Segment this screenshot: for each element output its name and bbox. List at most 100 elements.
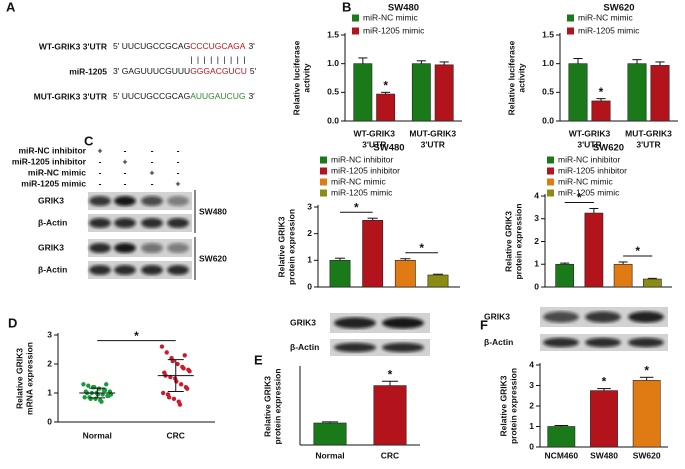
data-point (184, 386, 190, 391)
legend-label: miR-1205 mimic (363, 25, 425, 35)
blot-label: GRIK3 (290, 317, 316, 327)
data-point (181, 366, 186, 371)
bar (547, 426, 576, 448)
condition-mark: - (177, 145, 180, 155)
x-tick-label: 3'UTR (577, 139, 601, 149)
sequence-site: AUUGAUCUG (190, 91, 245, 101)
legend-swatch (547, 178, 554, 186)
data-point (187, 369, 192, 374)
blot-label: β-Actin (38, 264, 67, 274)
legend-label: miR-1205 inhibitor (331, 165, 400, 175)
data-point (178, 382, 184, 387)
blot-band (382, 342, 424, 353)
sequence: 5' UUCUGCCGCAGAUUGAUCUG 3' (113, 91, 255, 101)
bar (376, 93, 396, 122)
y-tick-label: 1 (47, 387, 52, 397)
legend-swatch (320, 167, 327, 175)
condition-mark: - (177, 156, 180, 166)
y-axis-label: Relative GRIK3 (276, 216, 286, 277)
blot-band (114, 195, 136, 207)
legend-label: miR-NC inhibitor (331, 154, 394, 164)
bar (313, 422, 347, 446)
significance: * (354, 200, 359, 214)
legend-swatch (352, 14, 359, 22)
x-tick-label: WT-GRIK3 (353, 128, 395, 138)
data-point (102, 387, 108, 393)
y-axis-label: Relative luciferase (506, 40, 516, 115)
sequence: 3' GAGUUUCGUUUGGGACGUCU 5' (113, 66, 257, 76)
bar (591, 100, 611, 122)
blot (88, 192, 192, 210)
x-tick-label: CRC (167, 430, 185, 440)
blot-band (334, 342, 376, 353)
blot-band (585, 311, 621, 323)
y-axis-label: activity (301, 63, 311, 93)
blot-label: β-Actin (484, 337, 513, 347)
significance: * (602, 375, 607, 389)
legend-label: miR-1205 mimic (578, 25, 640, 35)
x-tick-label: NCM460 (545, 450, 579, 460)
data-point (164, 350, 169, 355)
significance: * (577, 191, 582, 205)
blot-band (167, 217, 189, 229)
sequence-label: MUT-GRIK3 3'UTR (34, 91, 107, 101)
blot-band (628, 337, 664, 348)
y-axis-label: protein expression (508, 368, 518, 444)
y-tick-label: 2 (47, 358, 52, 368)
y-axis-label: protein expression (272, 368, 282, 444)
y-axis-label: activity (516, 63, 526, 93)
bar (362, 220, 384, 288)
y-tick-label: 2 (534, 236, 539, 246)
data-point (166, 395, 172, 400)
panel-label: C (84, 133, 94, 148)
blot-band (167, 242, 189, 254)
bar (427, 274, 449, 288)
y-tick-label: 4 (534, 190, 539, 200)
blot-band (89, 264, 111, 276)
blot-label: GRIK3 (38, 195, 64, 205)
blot-band (141, 195, 163, 207)
legend-swatch (547, 167, 554, 175)
bar (329, 260, 351, 288)
data-point (82, 395, 87, 400)
y-tick-label: 0 (47, 416, 52, 426)
data-point (177, 402, 183, 407)
panel-label: B (342, 0, 351, 14)
legend-label: miR-NC mimic (578, 12, 634, 22)
condition-mark: + (98, 145, 103, 155)
y-tick-label: 1.5 (327, 29, 339, 39)
data-point (160, 390, 166, 396)
y-tick-label: 0 (534, 281, 539, 291)
blot-label: GRIK3 (484, 311, 510, 321)
legend-swatch (547, 156, 554, 164)
bar (590, 390, 618, 448)
data-point (86, 383, 91, 388)
condition-mark: + (176, 178, 181, 188)
legend-label: miR-NC mimic (363, 12, 419, 22)
x-tick-label: 3'UTR (362, 139, 386, 149)
significance: * (388, 367, 393, 381)
legend-swatch (320, 178, 327, 186)
blot-label: GRIK3 (38, 242, 64, 252)
condition-label: miR-NC inhibitor (18, 145, 86, 155)
blot-band (114, 242, 136, 254)
cell-line-label: SW480 (199, 206, 227, 216)
y-axis-label: Relative GRIK3 (14, 348, 24, 409)
bar (613, 263, 633, 288)
x-tick-label: SW620 (633, 450, 661, 460)
blot-band (141, 217, 163, 229)
y-axis-label: Relative GRIK3 (503, 211, 513, 272)
y-tick-label: 1 (307, 255, 312, 265)
sequence-part: 5' UUCUGCCGCAG (113, 91, 190, 101)
y-tick-label: 3 (47, 329, 52, 339)
y-tick-label: 3 (534, 213, 539, 223)
y-tick-label: 2 (307, 228, 312, 238)
sequence-site: GGGACGUCU (190, 66, 247, 76)
y-tick-label: 1.5 (542, 29, 554, 39)
panel-label: D (8, 315, 17, 330)
y-tick-label: 2 (529, 400, 534, 410)
cell-line-label: SW620 (199, 253, 227, 263)
y-tick-label: 1.0 (542, 58, 554, 68)
bar (353, 63, 373, 122)
significance: * (644, 363, 649, 377)
